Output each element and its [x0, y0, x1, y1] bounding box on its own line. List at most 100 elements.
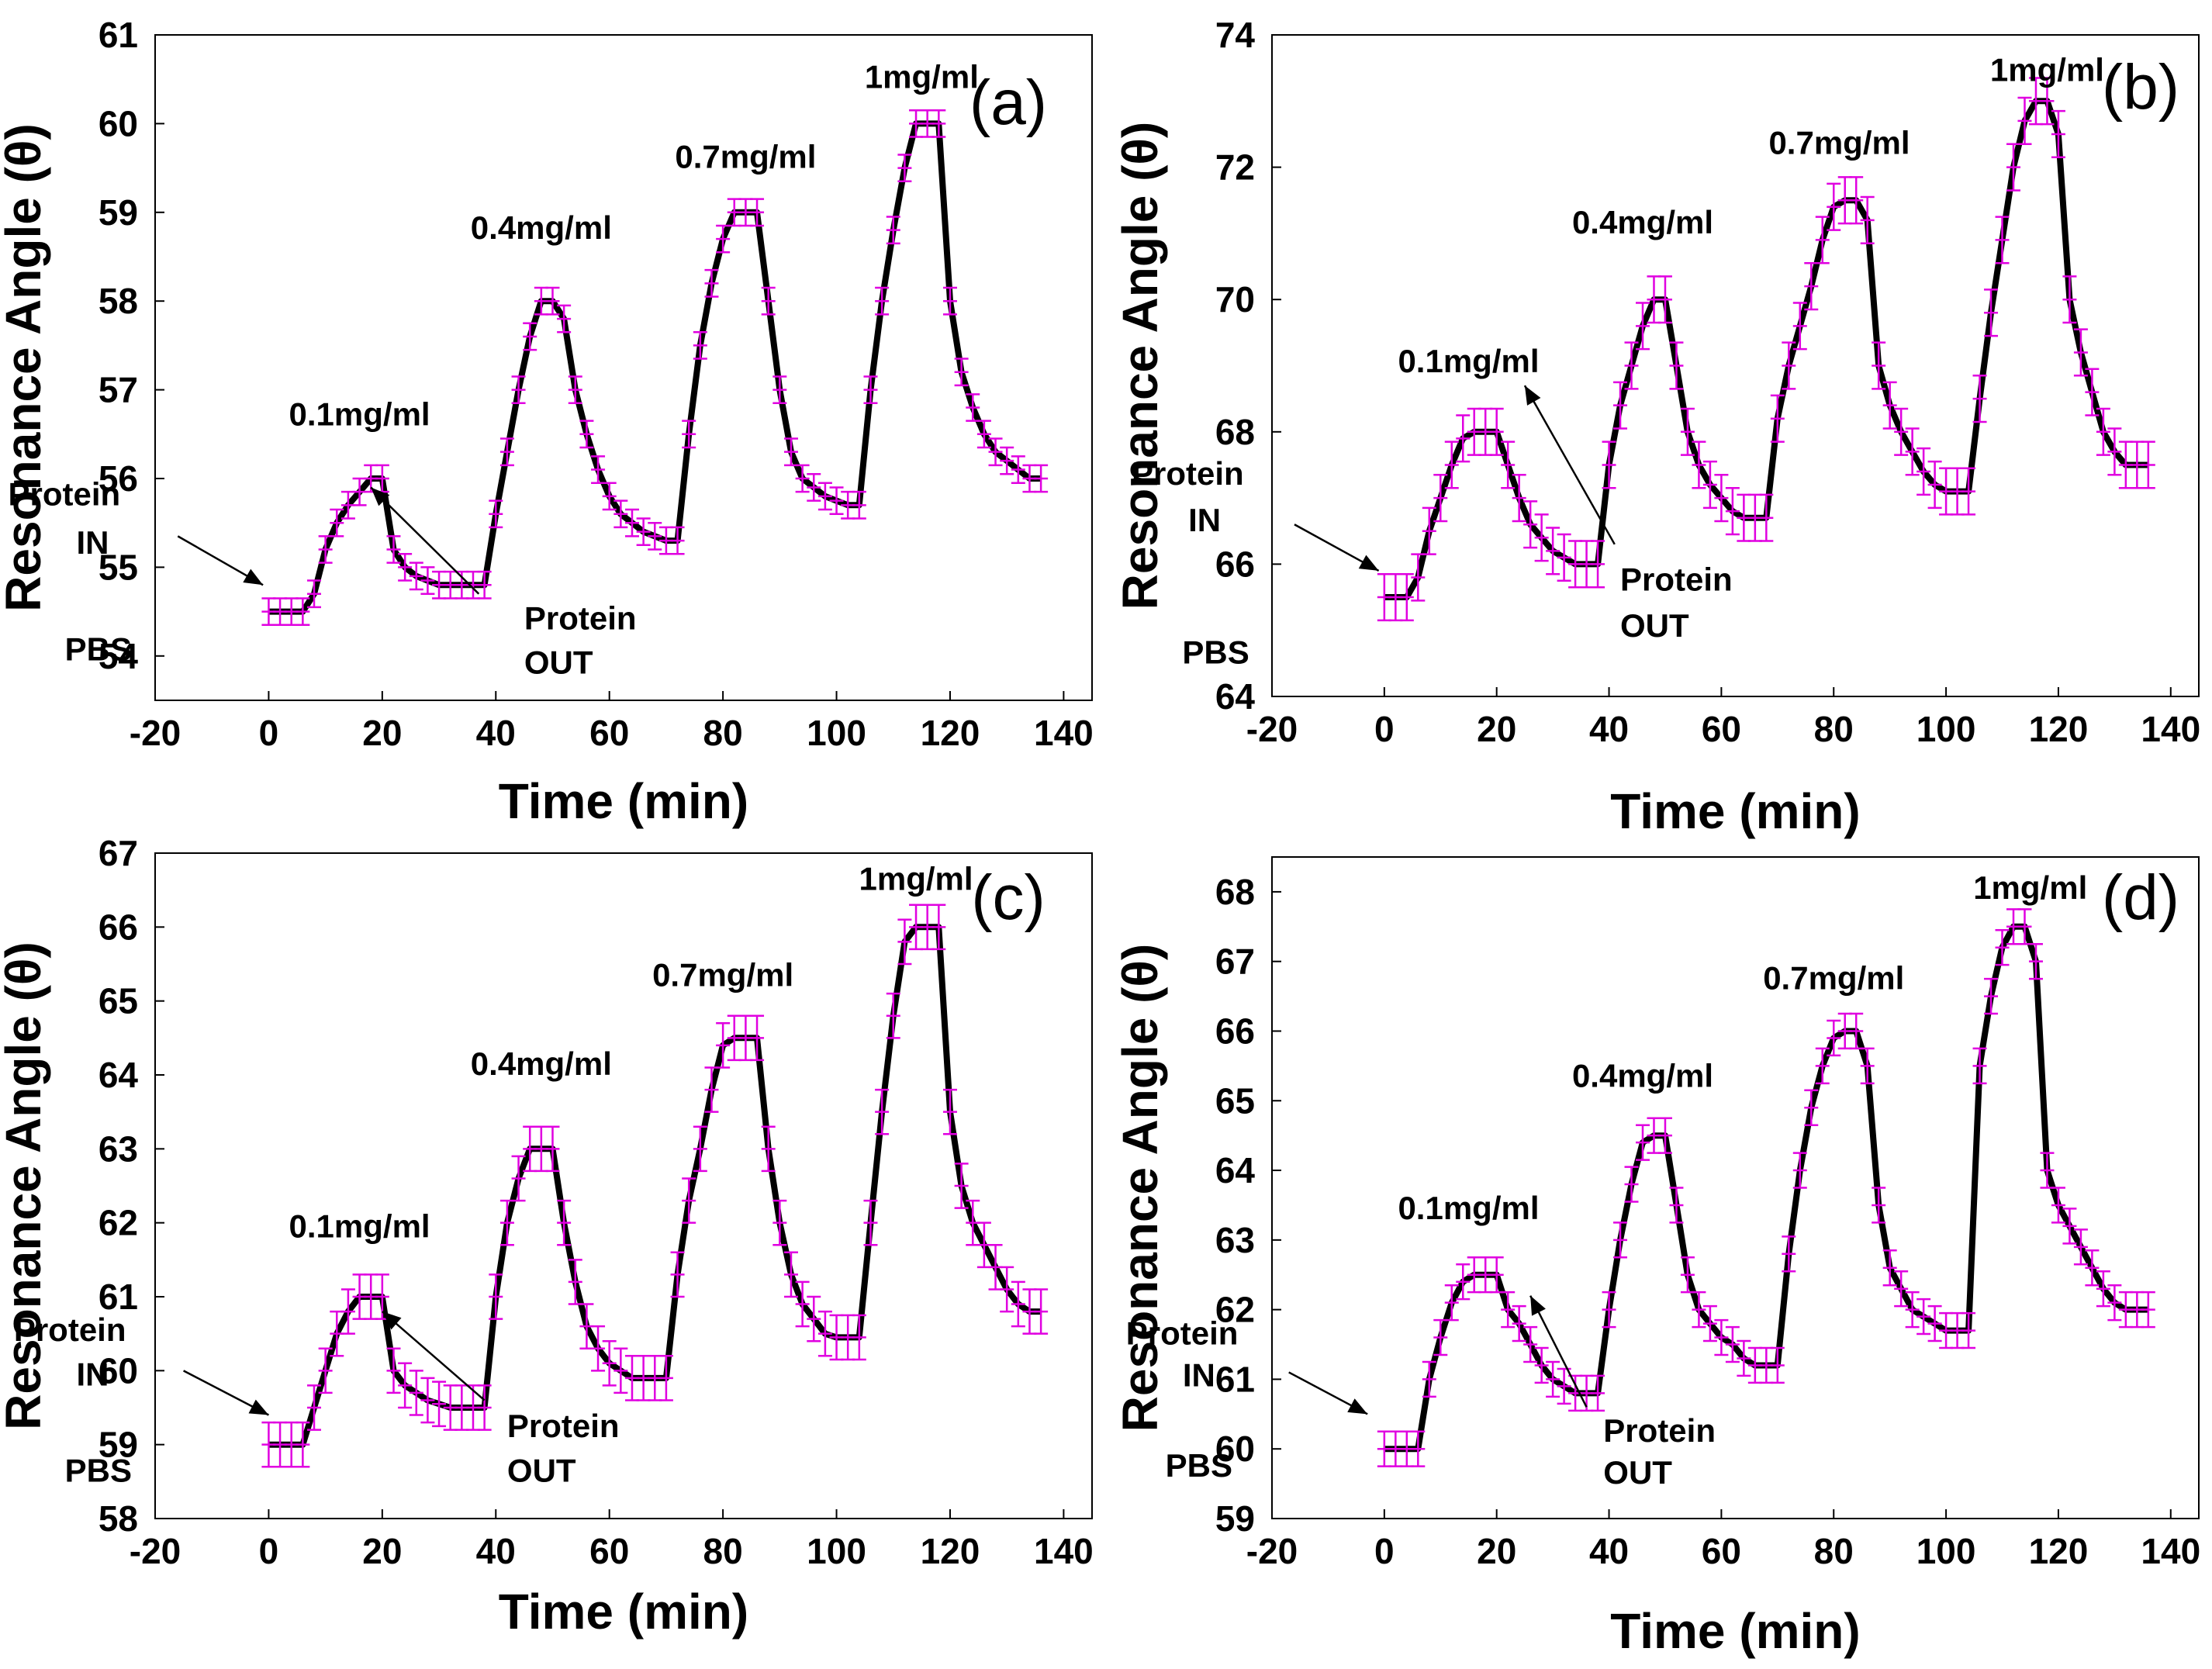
data-point — [1000, 1266, 1014, 1313]
concentration-label: 1mg/ml — [865, 59, 979, 95]
protein-out-label: Protein — [1620, 562, 1733, 598]
data-point — [954, 1163, 969, 1209]
data-point — [330, 508, 344, 537]
data-point — [863, 375, 878, 405]
data-point — [976, 420, 991, 449]
protein-in-label: IN — [1183, 1356, 1215, 1393]
y-tick-label: 62 — [99, 1203, 138, 1243]
data-point — [1702, 1304, 1717, 1342]
x-tick-label: 120 — [2029, 1531, 2089, 1571]
data-point — [613, 499, 628, 529]
data-point — [1860, 195, 1875, 244]
x-tick-label: 120 — [2029, 709, 2089, 749]
x-tick-label: 0 — [259, 713, 279, 753]
data-point — [1714, 473, 1729, 523]
data-point — [829, 486, 844, 516]
data-point — [693, 1125, 707, 1173]
x-tick-label: -20 — [130, 1531, 181, 1571]
data-point — [954, 358, 969, 387]
y-tick-label: 67 — [1215, 942, 1255, 982]
y-tick-label: 65 — [99, 981, 138, 1021]
y-axis-title: Resonance Angle (θ) — [0, 123, 51, 612]
x-tick-label: 100 — [807, 1531, 866, 1571]
data-point — [1692, 1291, 1706, 1329]
concentration-label: 0.4mg/ml — [471, 1045, 612, 1082]
data-point — [1546, 1360, 1560, 1398]
data-point — [1860, 1047, 1875, 1085]
data-point — [1916, 1298, 1931, 1336]
data-point — [318, 1347, 333, 1394]
data-point — [1624, 1166, 1639, 1203]
data-point — [1636, 1124, 1650, 1161]
data-point — [795, 1280, 810, 1328]
x-tick-label: 120 — [921, 1531, 980, 1571]
data-point — [398, 552, 413, 582]
data-point — [1815, 216, 1830, 264]
data-point — [624, 508, 639, 537]
y-tick-label: 60 — [99, 1350, 138, 1391]
y-axis-title: Resonance Angle (θ) — [0, 942, 51, 1430]
y-tick-label: 64 — [1215, 1150, 1256, 1190]
data-point — [807, 1295, 821, 1342]
data-point — [886, 992, 900, 1039]
x-tick-label: 60 — [589, 713, 629, 753]
data-point — [2141, 441, 2155, 489]
data-point — [2085, 368, 2100, 416]
concentration-label: 0.1mg/ml — [289, 1208, 430, 1245]
data-point — [2096, 1270, 2110, 1308]
x-tick-label: 140 — [2141, 1531, 2200, 1571]
x-tick-label: -20 — [130, 713, 181, 753]
data-point — [477, 570, 492, 600]
data-point — [1872, 1187, 1886, 1224]
protein-in-label: IN — [76, 1356, 109, 1392]
data-point — [886, 216, 900, 245]
chart-panel-b: -20 0 20 40 60 80 100 120 140 64 66 68 70 72 74 Time (m… — [1112, 15, 2200, 839]
x-tick-label: 140 — [1034, 713, 1094, 753]
data-point — [1000, 446, 1014, 475]
data-point — [1905, 1291, 1920, 1329]
protein-in-arrow — [1294, 524, 1380, 572]
data-point — [682, 1177, 696, 1224]
pbs-label: PBS — [1182, 634, 1249, 670]
data-point — [1501, 1291, 1516, 1329]
data-point — [817, 1310, 832, 1357]
data-point — [568, 375, 582, 405]
data-point — [1882, 381, 1897, 430]
chart-panel-c: -20 0 20 40 60 80 100 120 140 58 59 60 61 62 63 64 65 66 6… — [0, 833, 1094, 1640]
data-point — [931, 904, 946, 951]
x-tick-label: 140 — [2141, 709, 2200, 749]
panel-letter: (c) — [971, 862, 1046, 933]
data-point — [1972, 375, 1987, 423]
x-tick-label: 100 — [1916, 709, 1976, 749]
data-point — [489, 499, 503, 529]
data-point — [783, 1251, 798, 1298]
data-point — [2028, 942, 2043, 980]
protein-in-label: Protein — [1132, 455, 1244, 492]
x-tick-label: 80 — [703, 713, 743, 753]
y-tick-label: 61 — [99, 1277, 138, 1317]
data-point — [795, 464, 810, 493]
concentration-label: 0.1mg/ml — [1398, 343, 1539, 379]
data-point — [1770, 394, 1785, 443]
data-point — [613, 1347, 628, 1394]
x-tick-label: 40 — [1589, 1531, 1629, 1571]
y-tick-label: 67 — [99, 833, 138, 873]
data-point — [1523, 1325, 1538, 1363]
data-point — [557, 1199, 572, 1246]
data-point — [1995, 216, 2010, 264]
data-point — [863, 1199, 878, 1246]
data-point — [1792, 1152, 1807, 1189]
y-tick-label: 65 — [1215, 1080, 1255, 1121]
x-axis-title: Time (min) — [1610, 1603, 1860, 1659]
data-point — [897, 154, 912, 183]
data-point — [306, 1384, 321, 1431]
x-tick-label: -20 — [1246, 1531, 1298, 1571]
concentration-label: 0.1mg/ml — [1398, 1190, 1539, 1226]
data-point — [1916, 447, 1931, 496]
data-point — [636, 517, 651, 547]
data-point — [1399, 572, 1414, 622]
protein-out-label: Protein — [1603, 1412, 1716, 1449]
concentration-label: 1mg/ml — [1990, 52, 2104, 88]
y-tick-label: 57 — [99, 370, 138, 410]
data-point — [306, 579, 321, 609]
